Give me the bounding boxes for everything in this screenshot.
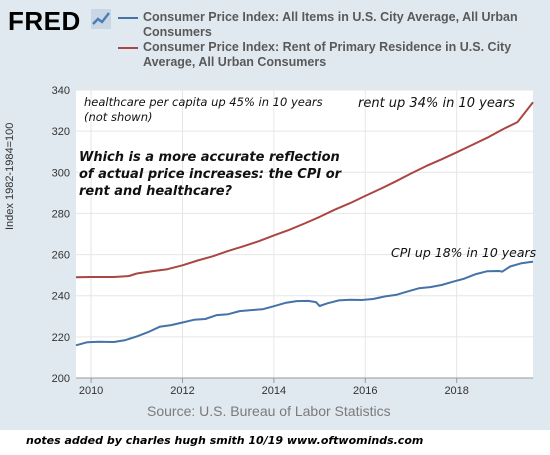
fred-logo: FRED	[8, 6, 81, 36]
series-line-rent	[75, 101, 534, 279]
annotation-question: Which is a more accurate reflection of a…	[79, 150, 342, 199]
y-tick-label: 300	[52, 167, 70, 179]
y-tick-label: 280	[52, 208, 70, 220]
line-graph-icon	[91, 9, 111, 29]
y-tick-label: 220	[52, 332, 70, 344]
y-tick-label: 240	[52, 291, 70, 303]
source-note: Source: U.S. Bureau of Labor Statistics	[147, 403, 391, 419]
legend-swatch-rent	[118, 47, 138, 49]
x-tick-label: 2010	[79, 385, 103, 397]
legend-swatch-cpi	[118, 17, 138, 19]
legend-label-cpi: Consumer Price Index: All Items in U.S. …	[143, 10, 518, 39]
x-tick-label: 2016	[353, 385, 377, 397]
annotation-rent: rent up 34% in 10 years	[358, 96, 515, 111]
legend-label-rent: Consumer Price Index: Rent of Primary Re…	[143, 40, 512, 69]
series-line-cpi	[75, 260, 534, 347]
author-notes: notes added by charles hugh smith 10/19 …	[26, 434, 424, 447]
x-tick-label: 2014	[262, 385, 286, 397]
y-tick-label: 340	[52, 85, 70, 97]
x-tick-label: 2012	[170, 385, 194, 397]
annotation-cpi: CPI up 18% in 10 years	[391, 245, 537, 260]
annotation-healthcare: healthcare per capita up 45% in 10 years…	[84, 95, 323, 124]
x-tick-label: 2018	[444, 385, 468, 397]
line-chart: 200 220 240 260 280 300 320 340 2010 2012 2014 201…	[52, 85, 534, 397]
y-tick-label: 320	[52, 126, 70, 138]
y-tick-label: 260	[52, 250, 70, 262]
y-tick-label: 200	[52, 373, 70, 385]
